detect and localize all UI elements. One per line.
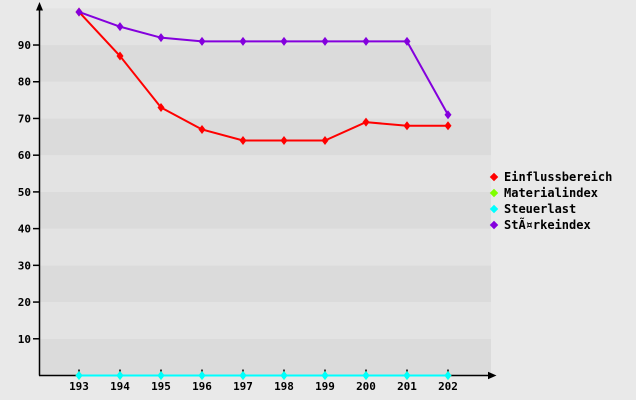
plot-band bbox=[40, 8, 491, 46]
plot-band bbox=[40, 45, 491, 82]
data-point-marker-st-rkeindex bbox=[116, 22, 124, 32]
data-point-marker-st-rkeindex bbox=[362, 36, 370, 46]
legend-item: StÃ¤rkeindex bbox=[489, 217, 612, 233]
data-point-marker-steuerlast bbox=[116, 371, 124, 380]
data-point-marker-einflussbereich bbox=[157, 102, 165, 112]
data-point-marker-einflussbereich bbox=[321, 135, 329, 145]
x-tick-label: 196 bbox=[192, 380, 212, 393]
y-tick-label: 70 bbox=[18, 112, 31, 125]
plot-band bbox=[40, 155, 491, 192]
data-point-marker-steuerlast bbox=[239, 371, 247, 380]
data-point-marker-einflussbereich bbox=[116, 51, 124, 61]
data-point-marker-st-rkeindex bbox=[321, 36, 329, 46]
y-tick-label: 30 bbox=[18, 259, 31, 272]
data-point-marker-st-rkeindex bbox=[239, 36, 247, 46]
y-tick-label: 10 bbox=[18, 333, 31, 346]
data-point-marker-st-rkeindex bbox=[403, 36, 411, 46]
data-point-marker-steuerlast bbox=[321, 371, 329, 380]
y-tick-label: 80 bbox=[18, 76, 31, 89]
x-tick-label: 199 bbox=[315, 380, 335, 393]
data-point-marker-steuerlast bbox=[157, 371, 165, 380]
plot-band bbox=[40, 265, 491, 303]
y-tick-label: 50 bbox=[18, 186, 31, 199]
data-point-marker-steuerlast bbox=[75, 371, 83, 380]
x-tick-label: 197 bbox=[233, 380, 253, 393]
legend-item-label: StÃ¤rkeindex bbox=[504, 218, 591, 232]
data-point-marker-einflussbereich bbox=[403, 121, 411, 131]
plot-band bbox=[40, 228, 491, 266]
legend-item-label: Einflussbereich bbox=[504, 170, 613, 184]
plot-band bbox=[40, 302, 491, 339]
legend-item: Steuerlast bbox=[489, 201, 612, 217]
x-axis-arrow-icon bbox=[488, 371, 497, 380]
x-tick-label: 195 bbox=[151, 380, 171, 393]
y-tick-label: 90 bbox=[18, 39, 31, 52]
series-line-st-rkeindex bbox=[78, 11, 449, 116]
y-tick-label: 20 bbox=[18, 296, 31, 309]
data-point-marker-st-rkeindex bbox=[280, 36, 288, 46]
x-tick-label: 201 bbox=[397, 380, 417, 393]
plot-band bbox=[40, 338, 491, 376]
legend-item: Materialindex bbox=[489, 185, 612, 201]
data-point-marker-einflussbereich bbox=[198, 124, 206, 134]
legend: Einflussbereich Materialindex Steuerlast St… bbox=[489, 169, 612, 233]
legend-item: Einflussbereich bbox=[489, 169, 612, 185]
data-point-marker-einflussbereich bbox=[444, 121, 452, 131]
data-point-marker-steuerlast bbox=[280, 371, 288, 380]
x-tick-label: 200 bbox=[356, 380, 376, 393]
data-point-marker-st-rkeindex bbox=[198, 36, 206, 46]
x-tick-label: 202 bbox=[438, 380, 458, 393]
x-tick-label: 194 bbox=[110, 380, 130, 393]
y-tick-label: 60 bbox=[18, 149, 31, 162]
data-point-marker-steuerlast bbox=[198, 371, 206, 380]
data-point-marker-einflussbereich bbox=[239, 135, 247, 145]
legend-item-label: Materialindex bbox=[504, 186, 598, 200]
data-point-marker-steuerlast bbox=[444, 371, 452, 380]
legend-item-label: Steuerlast bbox=[504, 202, 577, 216]
data-point-marker-einflussbereich bbox=[280, 135, 288, 145]
data-point-marker-steuerlast bbox=[362, 371, 370, 380]
legend-diamond-icon bbox=[489, 188, 499, 198]
plot-band bbox=[40, 81, 491, 119]
legend-diamond-icon bbox=[489, 220, 499, 230]
plot-band bbox=[40, 191, 491, 229]
y-tick-label: 40 bbox=[18, 223, 31, 236]
x-tick-label: 193 bbox=[69, 380, 89, 393]
data-point-marker-st-rkeindex bbox=[444, 110, 452, 120]
legend-diamond-icon bbox=[489, 204, 499, 214]
data-point-marker-st-rkeindex bbox=[75, 7, 83, 17]
plot-band bbox=[40, 118, 491, 156]
y-axis-arrow-icon bbox=[36, 2, 43, 11]
data-point-marker-steuerlast bbox=[403, 371, 411, 380]
legend-diamond-icon bbox=[489, 172, 499, 182]
data-point-marker-einflussbereich bbox=[362, 117, 370, 127]
data-point-marker-st-rkeindex bbox=[157, 33, 165, 43]
x-tick-label: 198 bbox=[274, 380, 294, 393]
series-line-einflussbereich bbox=[78, 11, 448, 142]
